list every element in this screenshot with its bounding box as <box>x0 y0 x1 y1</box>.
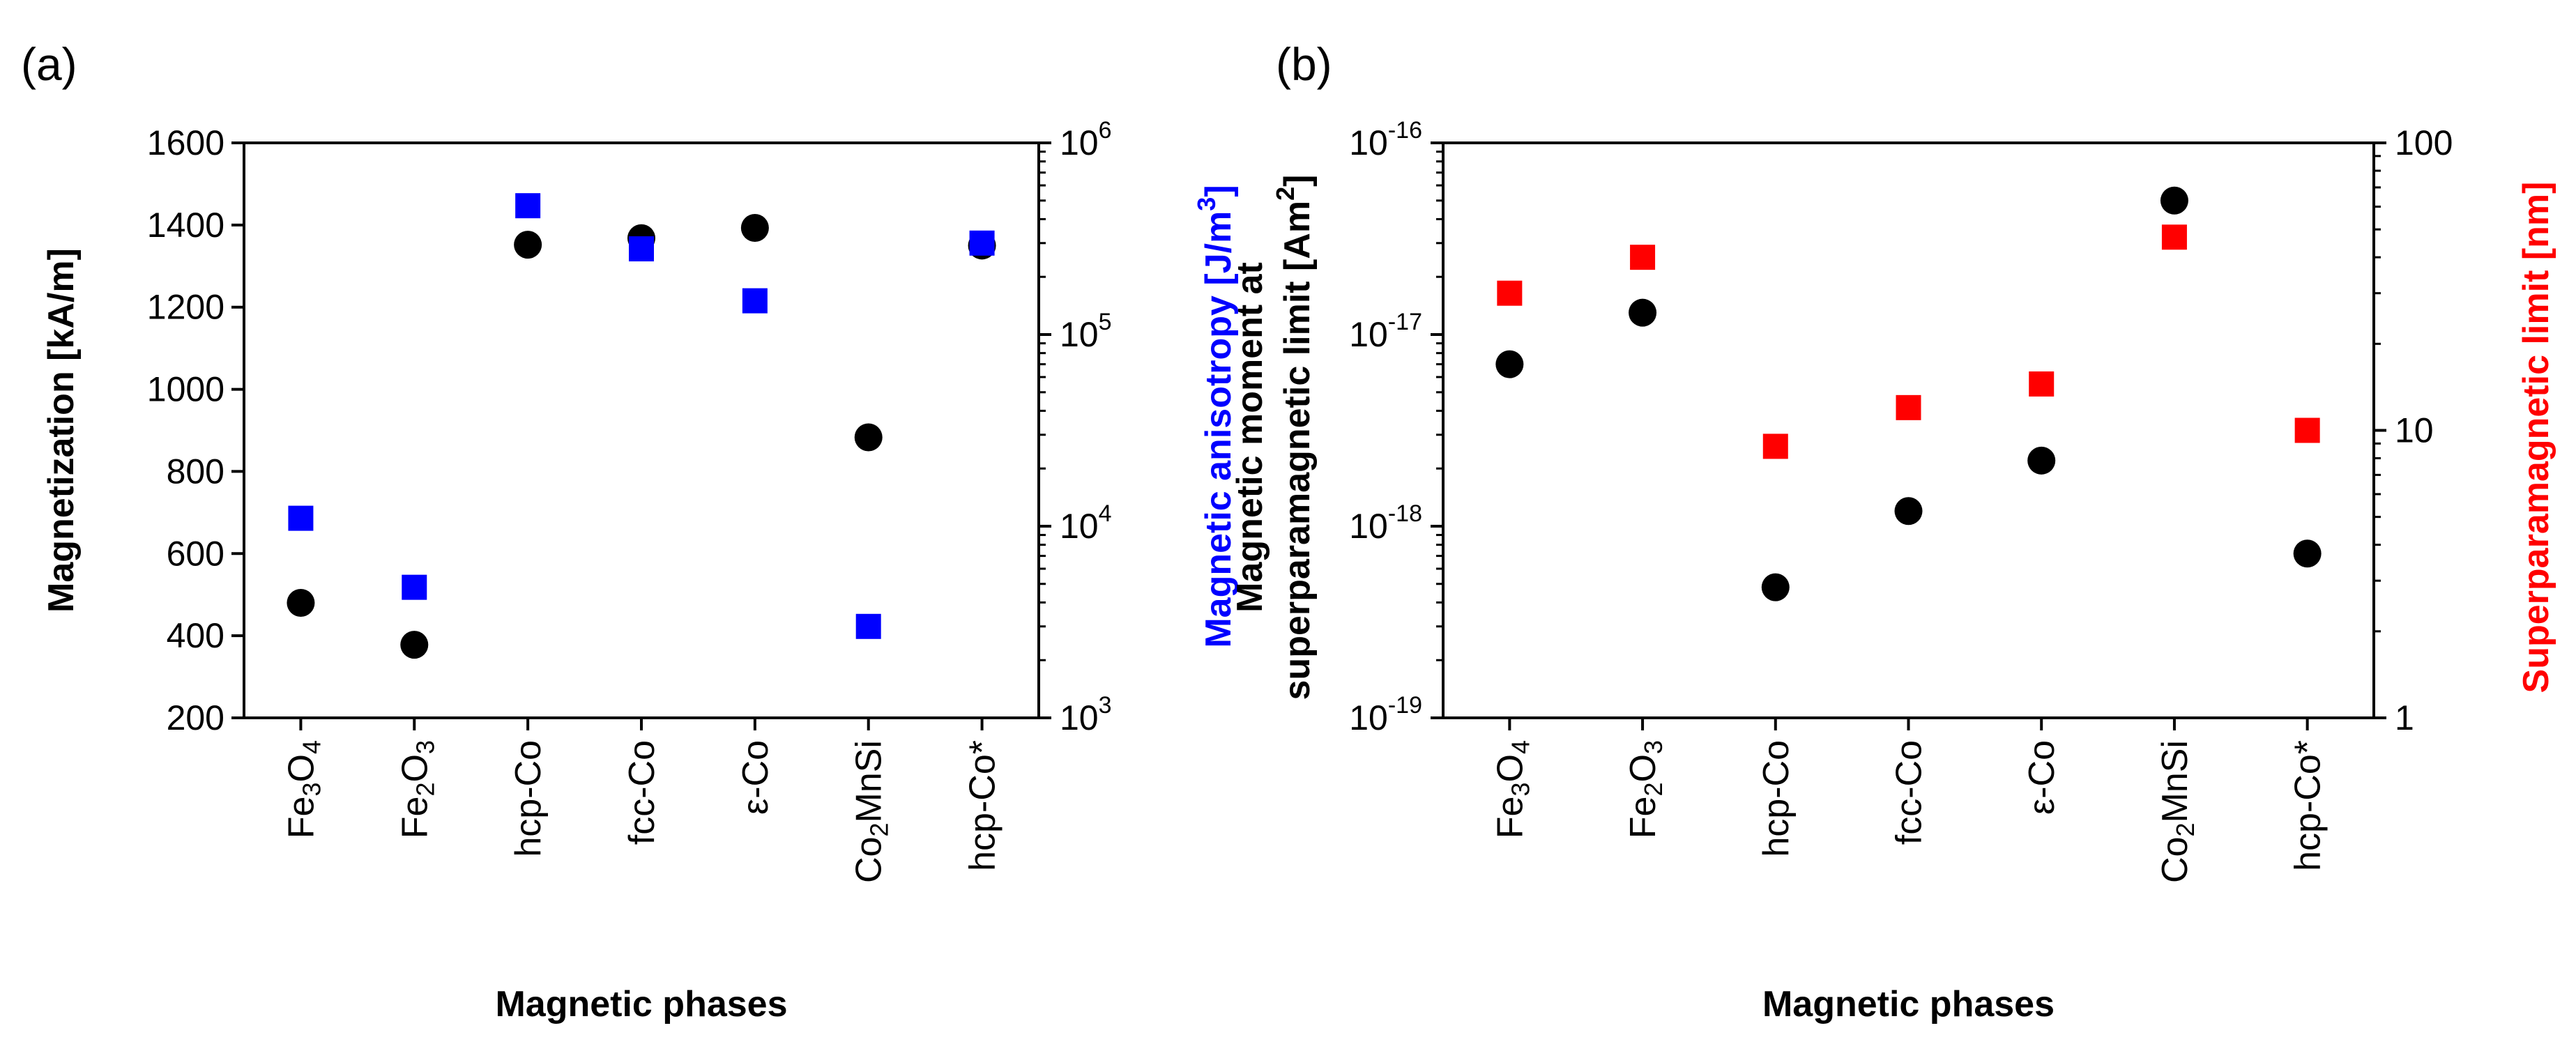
category-label: ε-Co <box>736 740 776 815</box>
y-right-axis-title: Magnetic anisotropy [J/m3] <box>1192 185 1239 647</box>
data-point-circle <box>2293 539 2322 568</box>
data-point-square <box>1762 434 1788 459</box>
y-right-axis-title: Superparamagnetic limit [nm] <box>2516 182 2556 693</box>
y-left-tick-label: 10-17 <box>1349 309 1422 354</box>
y-left-tick-label: 1400 <box>147 206 224 245</box>
data-point-square <box>855 613 881 639</box>
category-label: hcp-Co <box>1756 740 1797 857</box>
category-label: hcp-Co* <box>963 740 1003 871</box>
data-point-square <box>288 505 314 531</box>
y-right-tick-label: 103 <box>1060 692 1112 737</box>
data-point-circle <box>1761 573 1790 601</box>
data-point-square <box>742 288 768 314</box>
data-point-square <box>515 193 541 219</box>
data-point-circle <box>1894 497 1923 526</box>
panel-a: (a) Fe3O4 Fe2O3 hcp-Co fcc-Co ε-Co Co2MnSi hcp-… <box>21 38 1239 1025</box>
data-point-square <box>1896 394 1921 420</box>
y-left-axis-title-line1: Magnetic moment at <box>1230 262 1270 613</box>
y-right-tick-label: 104 <box>1060 500 1112 546</box>
y-left-tick-label: 10-18 <box>1349 500 1422 546</box>
data-point-circle <box>740 213 769 242</box>
x-axis-title: Magnetic phases <box>495 984 787 1025</box>
category-label: hcp-Co <box>508 740 549 857</box>
y-right-tick-label: 10 <box>2395 411 2434 450</box>
category-label: fcc-Co <box>622 740 662 845</box>
data-point-square <box>2294 417 2320 443</box>
data-point-square <box>2161 224 2187 250</box>
data-point-circle <box>2160 186 2188 215</box>
category-label: Fe3O4 <box>281 740 326 838</box>
y-left-tick-label: 1600 <box>147 123 224 162</box>
y-left-axis-title-line2: superparamagnetic limit [Am2] <box>1271 175 1318 700</box>
data-point-square <box>1630 245 1656 270</box>
category-label: fcc-Co <box>1889 740 1930 845</box>
y-right-tick-label: 106 <box>1060 117 1112 162</box>
data-point-square <box>2029 371 2055 397</box>
y-left-axis-title: Magnetization [kA/m] <box>41 248 82 613</box>
data-point-square <box>629 236 654 262</box>
y-left-tick-label: 200 <box>167 698 224 737</box>
category-label: Fe2O3 <box>395 740 439 838</box>
data-point-circle <box>854 423 883 452</box>
y-left-tick-label: 800 <box>167 452 224 491</box>
data-point-circle <box>514 231 542 259</box>
category-label: Fe3O4 <box>1490 740 1534 838</box>
category-label: Fe2O3 <box>1623 740 1668 838</box>
y-left-tick-label: 1200 <box>147 288 224 327</box>
panel-label: (a) <box>21 38 77 90</box>
y-left-tick-label: 400 <box>167 616 224 655</box>
category-label: Co2MnSi <box>849 740 894 883</box>
data-point-square <box>1497 280 1523 306</box>
x-axis-title: Magnetic phases <box>1762 984 2055 1025</box>
y-right-tick-label: 1 <box>2395 698 2414 737</box>
y-left-tick-label: 10-16 <box>1349 117 1422 162</box>
y-left-tick-label: 10-19 <box>1349 692 1422 737</box>
data-point-square <box>969 230 995 256</box>
data-point-circle <box>2027 446 2056 475</box>
y-left-tick-label: 1000 <box>147 370 224 409</box>
panel-label: (b) <box>1276 38 1332 90</box>
panel-b: (b) Fe3O4 Fe2O3 hcp-Co fcc-Co ε-Co Co2MnSi hcp-… <box>1230 38 2556 1025</box>
category-label: hcp-Co* <box>2288 740 2329 871</box>
data-point-square <box>402 574 427 600</box>
data-point-circle <box>400 631 429 659</box>
y-right-tick-label: 100 <box>2395 123 2453 162</box>
category-label: ε-Co <box>2022 740 2062 815</box>
data-point-circle <box>1495 350 1524 378</box>
data-point-circle <box>287 589 315 617</box>
category-label: Co2MnSi <box>2155 740 2200 883</box>
y-right-tick-label: 105 <box>1060 309 1112 354</box>
data-point-circle <box>1629 298 1657 327</box>
y-left-tick-label: 600 <box>167 534 224 573</box>
